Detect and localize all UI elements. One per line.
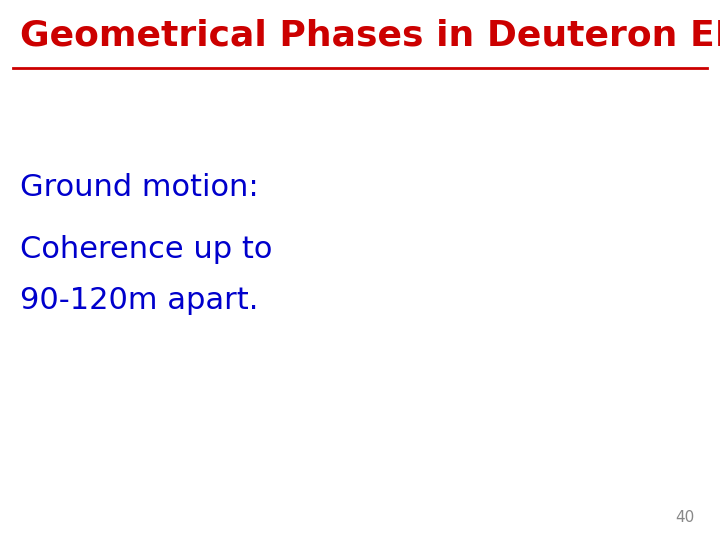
Text: Geometrical Phases in Deuteron EDM: Geometrical Phases in Deuteron EDM [20, 19, 720, 53]
Text: 40: 40 [675, 510, 695, 525]
Text: Ground motion:: Ground motion: [20, 173, 258, 202]
Text: 90-120m apart.: 90-120m apart. [20, 286, 258, 315]
Text: Coherence up to: Coherence up to [20, 235, 273, 264]
